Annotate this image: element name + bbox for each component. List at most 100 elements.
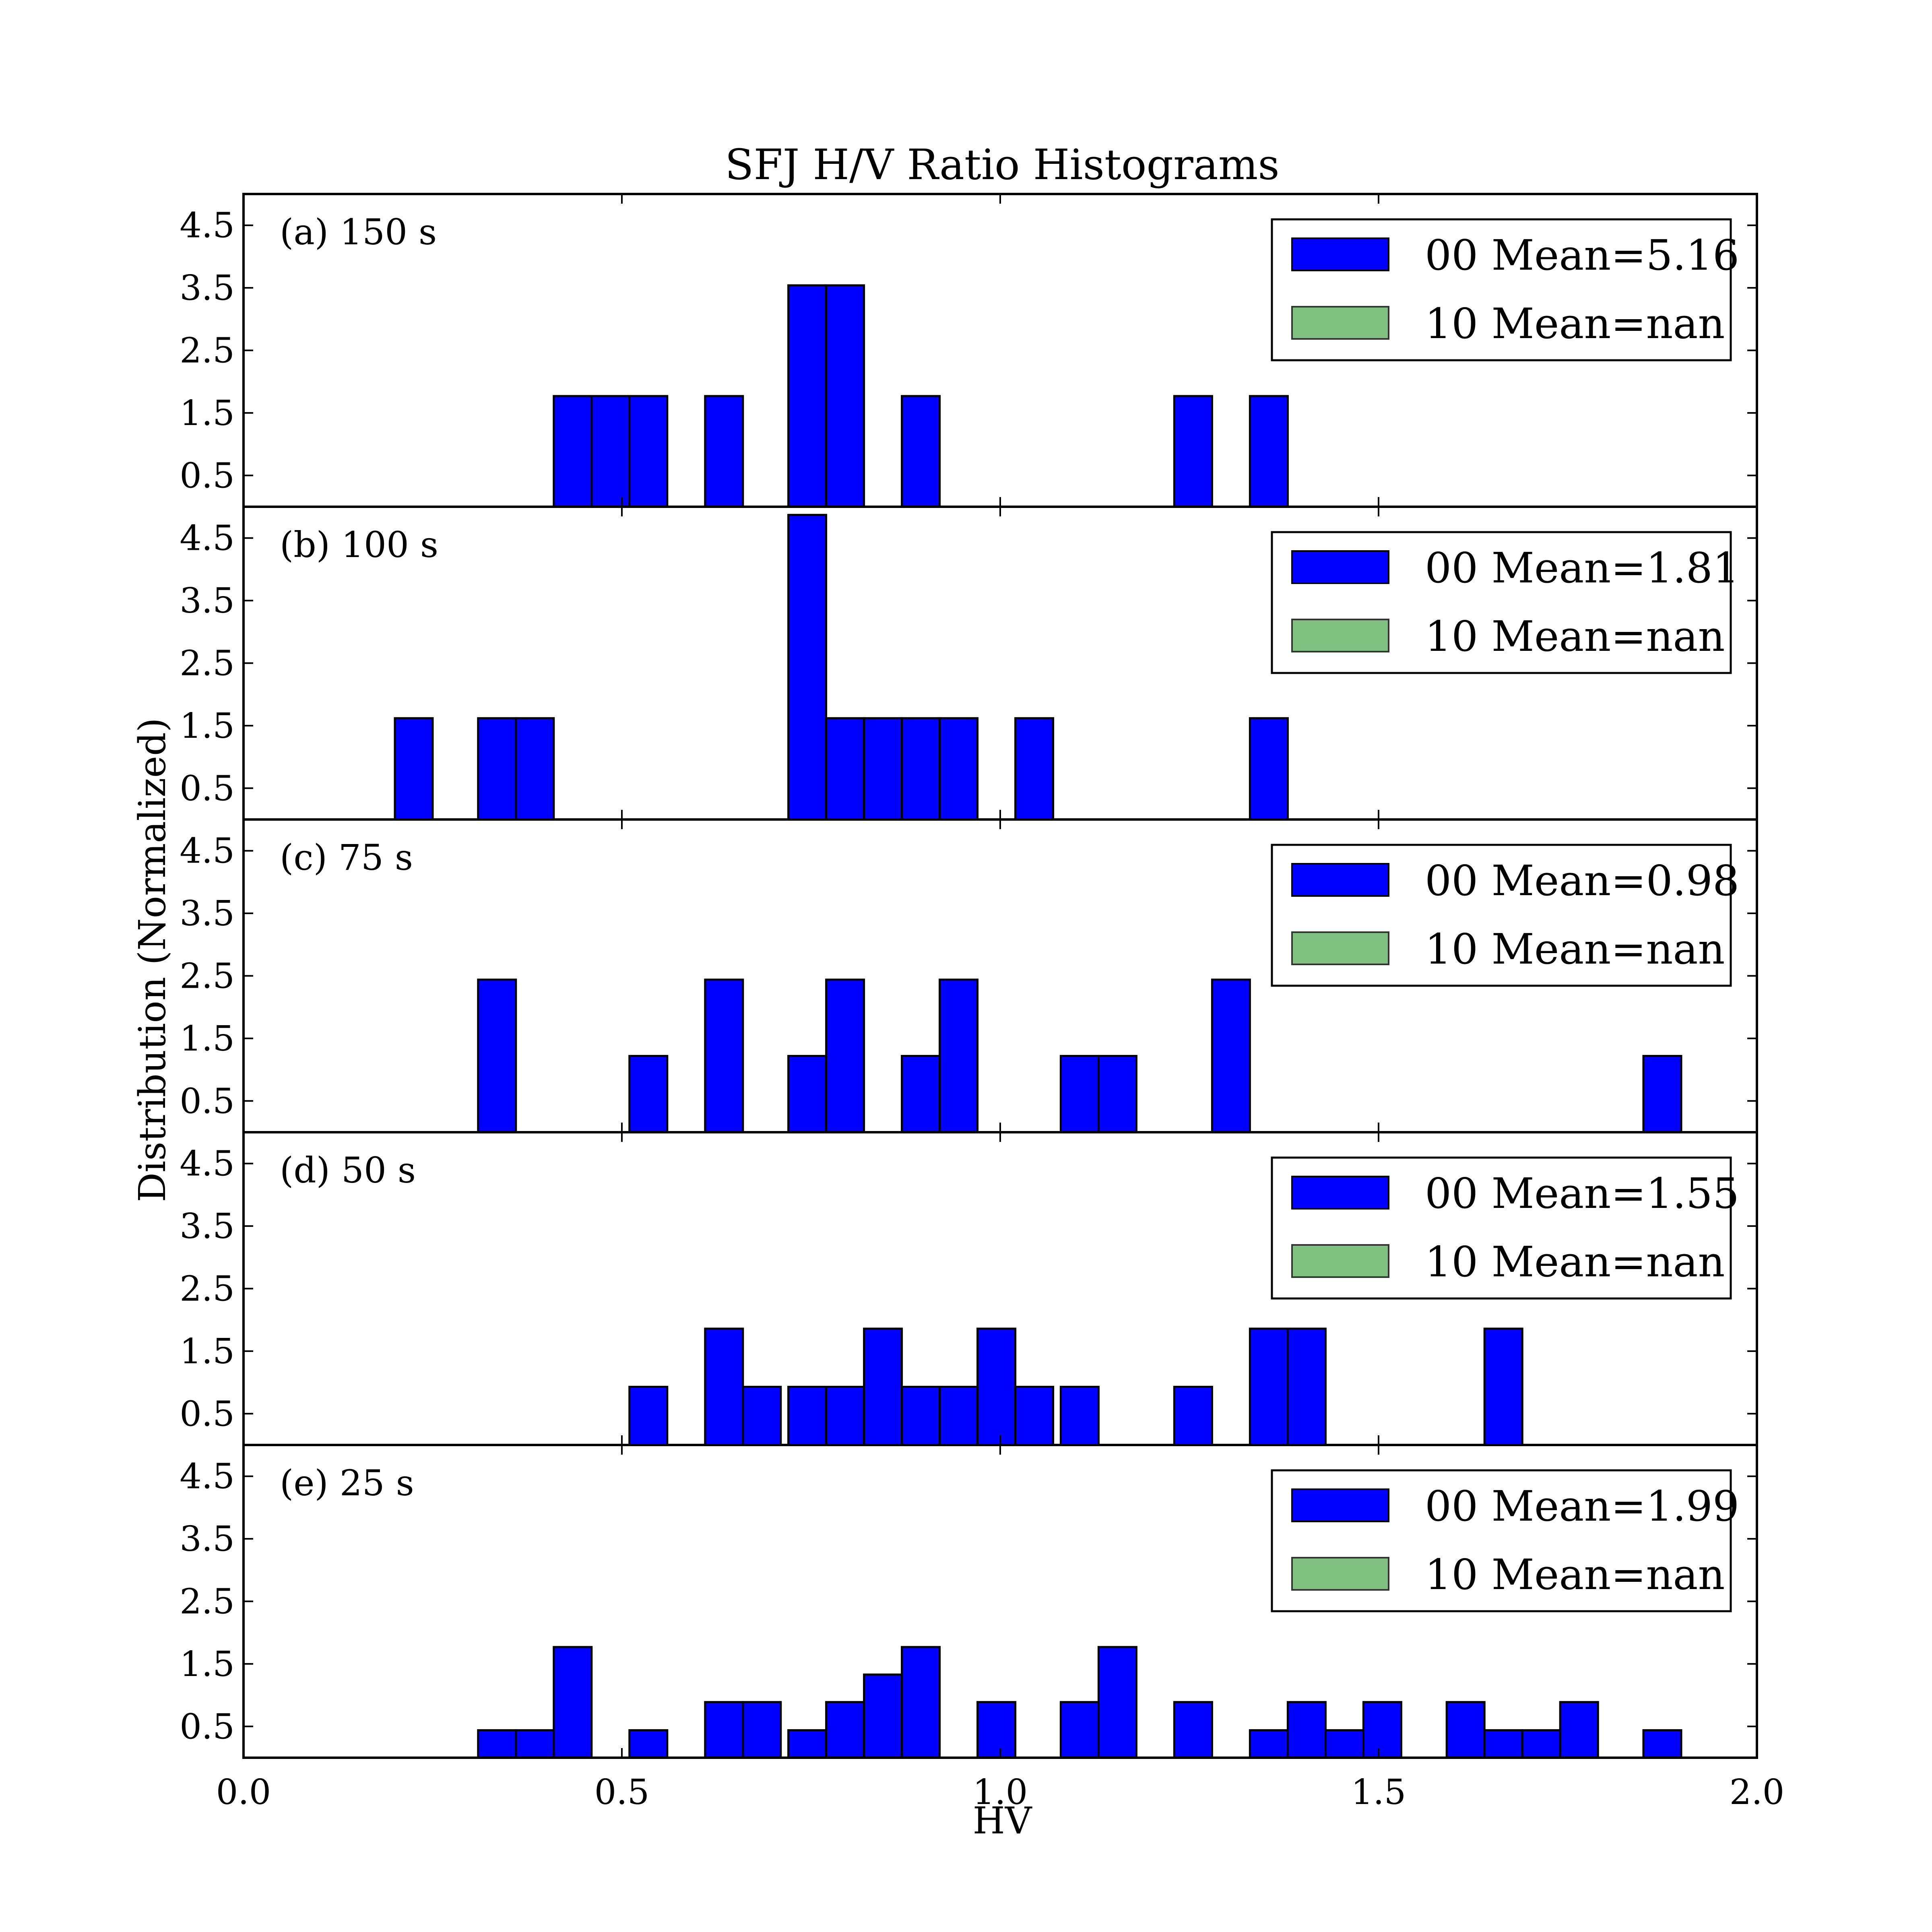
histogram-bar: [1559, 1701, 1599, 1759]
x-tick-label: 1.5: [1351, 1772, 1406, 1812]
histogram-bar: [1249, 395, 1289, 508]
legend-entry: 00 Mean=1.81: [1425, 543, 1739, 592]
legend-entry: 00 Mean=0.98: [1425, 856, 1739, 905]
histogram-bar: [939, 717, 979, 821]
histogram-bar: [787, 514, 828, 821]
histogram-bar: [1173, 395, 1213, 508]
x-tick-label: 0.0: [216, 1772, 271, 1812]
histogram-bar: [787, 1385, 828, 1446]
histogram-bar: [863, 717, 903, 821]
y-tick-label: 4.5: [180, 1457, 235, 1497]
histogram-bar: [825, 1385, 865, 1446]
histogram-bar: [704, 978, 744, 1133]
histogram-bar: [1445, 1701, 1486, 1759]
histogram-bar: [825, 1701, 865, 1759]
histogram-bar: [1014, 1385, 1055, 1446]
x-axis-label: HV: [973, 1799, 1032, 1842]
histogram-bar: [1014, 717, 1055, 821]
legend-swatch: [1291, 550, 1389, 584]
y-tick-label: 2.5: [180, 644, 235, 684]
y-tick-label: 3.5: [180, 581, 235, 621]
y-tick-label: 0.5: [180, 1707, 235, 1747]
histogram-bar: [394, 717, 434, 821]
histogram-bar: [1286, 1701, 1327, 1759]
histogram-bar: [1059, 1055, 1100, 1133]
histogram-bar: [939, 1385, 979, 1446]
panel: 0.5 1.5 2.5 3.5 4.5 (e) 25 s 00 Mean=1.99 10 Me…: [180, 1444, 1758, 1759]
x-tick-label: 1.0: [973, 1772, 1028, 1812]
histogram-bar: [742, 1701, 782, 1759]
histogram-bar: [1249, 717, 1289, 821]
y-tick-label: 2.5: [180, 1269, 235, 1309]
legend-swatch: [1291, 1176, 1389, 1210]
histogram-bar: [1642, 1055, 1682, 1133]
y-tick-label: 1.5: [180, 1331, 235, 1372]
y-tick-label: 2.5: [180, 956, 235, 997]
panel-label: (d) 50 s: [280, 1150, 416, 1191]
histogram-bar: [787, 1055, 828, 1133]
y-tick-label: 1.5: [180, 393, 235, 433]
histogram-bar: [477, 717, 517, 821]
legend-entry: 00 Mean=1.55: [1425, 1169, 1739, 1218]
histogram-bar: [1059, 1385, 1100, 1446]
x-tick-label: 0.5: [594, 1772, 650, 1812]
histogram-bar: [1173, 1701, 1213, 1759]
y-axis-label: Distribution (Normalized): [131, 718, 174, 1202]
histogram-bar: [863, 1673, 903, 1759]
histogram-bar: [1211, 978, 1251, 1133]
histogram-bar: [628, 1729, 669, 1759]
chart-title: SFJ H/V Ratio Histograms: [725, 140, 1280, 189]
panel: 0.5 1.5 2.5 3.5 4.5 (d) 50 s 00 Mean=1.55 10 Me…: [180, 1131, 1758, 1446]
legend-swatch: [1291, 1244, 1389, 1278]
histogram-bar: [787, 284, 828, 508]
y-tick-label: 4.5: [180, 206, 235, 246]
panel-frame: [242, 1444, 1758, 1759]
y-tick-label: 1.5: [180, 706, 235, 746]
histogram-bar: [825, 284, 865, 508]
histogram-bar: [901, 1385, 941, 1446]
y-tick-label: 0.5: [180, 1394, 235, 1434]
histogram-bar: [590, 395, 631, 508]
histogram-bar: [939, 978, 979, 1133]
histogram-bar: [1521, 1729, 1561, 1759]
legend-entry: 00 Mean=1.99: [1425, 1482, 1739, 1531]
y-tick-label: 3.5: [180, 268, 235, 308]
panel: 0.5 1.5 2.5 3.5 4.5 (a) 150 s 00 Mean=5.16 10 M…: [180, 193, 1758, 508]
legend-swatch: [1291, 619, 1389, 652]
histogram-bar: [704, 1327, 744, 1446]
legend-swatch: [1291, 931, 1389, 965]
legend-swatch: [1291, 1488, 1389, 1522]
histogram-bar: [976, 1327, 1017, 1446]
panel-label: (e) 25 s: [280, 1462, 414, 1504]
histogram-bar: [477, 978, 517, 1133]
histogram-bar: [1173, 1385, 1213, 1446]
histogram-bar: [1483, 1729, 1523, 1759]
histogram-bar: [787, 1729, 828, 1759]
histogram-bar: [553, 395, 593, 508]
histogram-bar: [825, 717, 865, 821]
y-tick-label: 2.5: [180, 1582, 235, 1622]
histogram-bar: [742, 1385, 782, 1446]
panel: 0.5 1.5 2.5 3.5 4.5 (c) 75 s 00 Mean=0.98 10 Me…: [180, 818, 1758, 1133]
histogram-bar: [628, 395, 669, 508]
histogram-bar: [825, 978, 865, 1133]
histogram-bar: [901, 717, 941, 821]
legend-entry: 10 Mean=nan: [1425, 925, 1725, 974]
y-tick-label: 4.5: [180, 518, 235, 559]
y-tick-label: 2.5: [180, 331, 235, 371]
legend-entry: 00 Mean=5.16: [1425, 231, 1739, 280]
panel-label: (c) 75 s: [280, 837, 413, 878]
y-tick-label: 1.5: [180, 1644, 235, 1684]
histogram-bar: [863, 1327, 903, 1446]
y-tick-label: 1.5: [180, 1019, 235, 1059]
histogram-bar: [1249, 1327, 1289, 1446]
histogram-bar: [901, 1055, 941, 1133]
y-tick-label: 3.5: [180, 1519, 235, 1559]
histogram-bar: [901, 395, 941, 508]
histogram-bar: [477, 1729, 517, 1759]
histogram-bar: [1362, 1701, 1402, 1759]
histogram-bar: [1097, 1646, 1137, 1759]
legend-swatch: [1291, 1557, 1389, 1591]
legend-swatch: [1291, 863, 1389, 897]
legend-swatch: [1291, 306, 1389, 340]
